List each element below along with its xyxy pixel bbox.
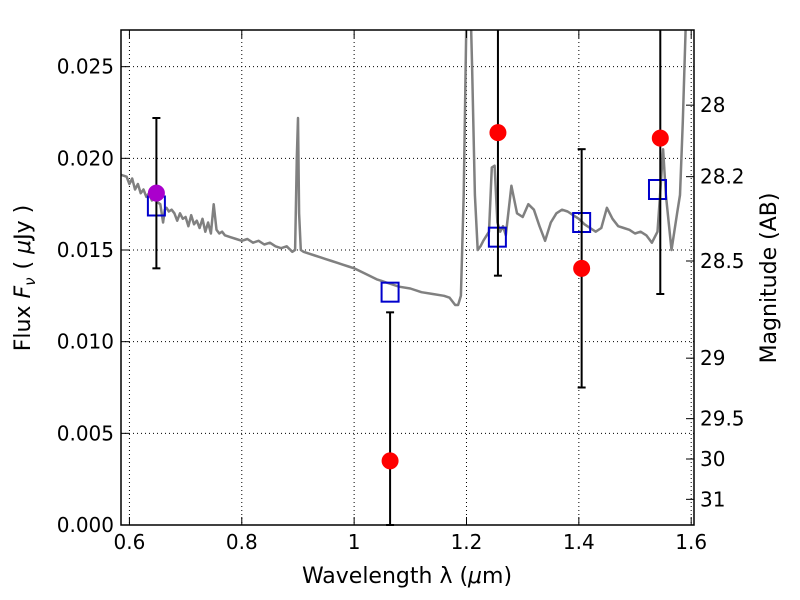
x-tick-label: 1	[348, 530, 361, 554]
y-tick-label: 0.020	[57, 146, 114, 170]
right-axis-ticks: 28 28.2 28.5 29 29.5 30 31	[686, 93, 745, 511]
y-tick-label: 0.000	[57, 513, 114, 537]
x-axis-ticks: 0.6 0.8 1 1.2 1.4 1.6	[114, 30, 707, 554]
right-axis-label: Magnitude (AB)	[757, 193, 782, 364]
x-tick-label: 1.6	[675, 530, 707, 554]
x-axis-label: Wavelength λ (μm)	[302, 564, 512, 589]
y-tick-label: 0.005	[57, 421, 114, 445]
y-axis-label: Flux Fν( μJy )	[11, 205, 39, 351]
x-tick-label: 0.6	[114, 530, 146, 554]
photometry-point	[381, 452, 399, 470]
right-tick-label: 29	[700, 346, 725, 370]
right-tick-label: 28.5	[700, 249, 745, 273]
x-tick-label: 1.2	[451, 530, 483, 554]
grid	[121, 30, 694, 526]
y-axis-ticks: 0.000 0.005 0.010 0.015 0.020 0.025	[57, 55, 129, 537]
photometry-point	[651, 129, 669, 147]
model-band-square	[380, 281, 400, 303]
photometry-point	[147, 184, 165, 202]
model-band-square	[647, 179, 667, 200]
y-tick-label: 0.015	[57, 238, 114, 262]
plot-frame	[120, 29, 695, 526]
photometry-point	[573, 259, 591, 277]
right-tick-label: 28	[700, 93, 725, 117]
right-tick-label: 31	[700, 487, 725, 511]
y-tick-label: 0.025	[57, 55, 114, 79]
photometry-point	[489, 124, 507, 142]
right-tick-label: 28.2	[700, 165, 745, 189]
right-tick-label: 30	[700, 447, 725, 471]
right-tick-label: 29.5	[700, 407, 745, 431]
x-tick-label: 0.8	[226, 530, 258, 554]
model-spectrum-line	[121, 30, 687, 307]
x-tick-label: 1.4	[563, 530, 595, 554]
y-tick-label: 0.010	[57, 330, 114, 354]
photometry-points	[147, 124, 669, 470]
